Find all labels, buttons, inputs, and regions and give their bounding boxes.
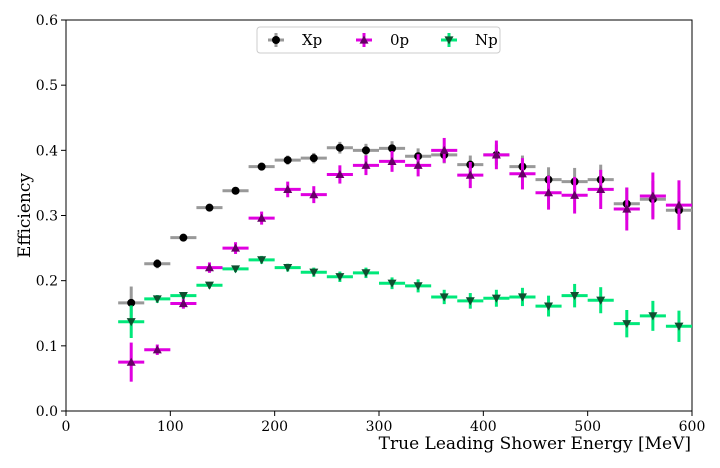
data-point xyxy=(335,273,345,282)
data-point xyxy=(126,357,136,366)
data-point xyxy=(387,279,397,288)
data-point xyxy=(413,160,423,169)
data-point xyxy=(570,190,580,199)
data-point xyxy=(544,302,554,311)
legend-label: Xp xyxy=(302,31,322,49)
data-point xyxy=(204,263,214,272)
data-point xyxy=(257,162,266,171)
data-point xyxy=(257,256,267,265)
data-point xyxy=(179,233,188,242)
data-point xyxy=(309,154,318,163)
data-point xyxy=(544,188,554,197)
data-point xyxy=(439,145,449,154)
legend-marker xyxy=(272,36,280,44)
data-point xyxy=(153,259,162,268)
x-tick-label: 200 xyxy=(261,419,288,435)
data-point xyxy=(309,268,319,277)
data-point xyxy=(674,322,684,331)
data-point xyxy=(283,156,292,165)
data-point xyxy=(152,295,162,304)
legend-label: Np xyxy=(475,31,498,49)
x-tick-label: 300 xyxy=(366,419,393,435)
data-point xyxy=(178,298,188,308)
data-point xyxy=(257,213,267,222)
data-point xyxy=(648,312,658,321)
x-tick-label: 600 xyxy=(679,419,706,435)
y-tick-label: 0.3 xyxy=(36,209,58,225)
x-tick-label: 500 xyxy=(574,419,601,435)
series-np xyxy=(118,255,692,342)
data-point xyxy=(517,169,527,178)
x-tick-label: 0 xyxy=(62,419,71,435)
y-tick-label: 0.0 xyxy=(36,404,58,420)
legend-item-np: Np xyxy=(441,31,498,49)
x-tick-label: 400 xyxy=(470,419,497,435)
data-point xyxy=(335,169,345,179)
y-tick-label: 0.5 xyxy=(36,78,58,94)
data-point xyxy=(127,298,136,307)
data-point xyxy=(648,191,658,200)
y-tick-label: 0.6 xyxy=(36,13,58,29)
legend: Xp 0p Np xyxy=(256,26,501,54)
data-point xyxy=(570,292,580,301)
series-xp xyxy=(118,141,692,320)
x-axis-ticks: 0 100 200 300 400 500 600 xyxy=(62,411,706,435)
data-point xyxy=(152,345,162,354)
legend-item-xp: Xp xyxy=(268,31,322,49)
y-axis-ticks: 0.0 0.1 0.2 0.3 0.4 0.5 0.6 xyxy=(36,13,66,420)
data-point xyxy=(491,294,501,303)
data-point xyxy=(465,297,475,306)
data-point xyxy=(231,186,240,195)
data-point xyxy=(309,190,319,199)
y-axis-label: Efficiency xyxy=(15,173,35,258)
legend-marker xyxy=(359,35,369,44)
data-point xyxy=(231,265,241,274)
data-point xyxy=(126,318,136,327)
x-axis-label: True Leading Shower Energy [MeV] xyxy=(379,434,691,454)
series-0p xyxy=(118,137,692,382)
data-point xyxy=(361,269,371,278)
data-point xyxy=(361,160,371,169)
series-layer xyxy=(118,137,692,382)
legend-label: 0p xyxy=(390,31,409,49)
data-point xyxy=(388,144,397,153)
legend-item-0p: 0p xyxy=(356,31,409,49)
data-point xyxy=(231,243,241,252)
data-point xyxy=(517,293,527,302)
data-point xyxy=(596,184,606,194)
legend-marker xyxy=(444,36,454,45)
data-point xyxy=(361,146,370,155)
y-tick-label: 0.2 xyxy=(36,274,58,290)
data-point xyxy=(204,281,214,290)
data-point xyxy=(205,203,214,212)
y-tick-label: 0.1 xyxy=(36,339,58,355)
data-point xyxy=(674,200,684,209)
data-point xyxy=(491,150,501,159)
data-point xyxy=(283,184,293,194)
data-point xyxy=(283,264,293,273)
data-point xyxy=(387,156,397,166)
y-tick-label: 0.4 xyxy=(36,143,58,159)
data-point xyxy=(439,293,449,302)
data-point xyxy=(596,296,606,305)
data-point xyxy=(622,204,632,213)
data-point xyxy=(465,170,475,179)
data-point xyxy=(178,292,188,301)
data-point xyxy=(622,320,632,329)
legend-box xyxy=(256,26,501,54)
x-tick-label: 100 xyxy=(157,419,184,435)
data-point xyxy=(335,143,344,152)
data-point xyxy=(413,282,423,291)
